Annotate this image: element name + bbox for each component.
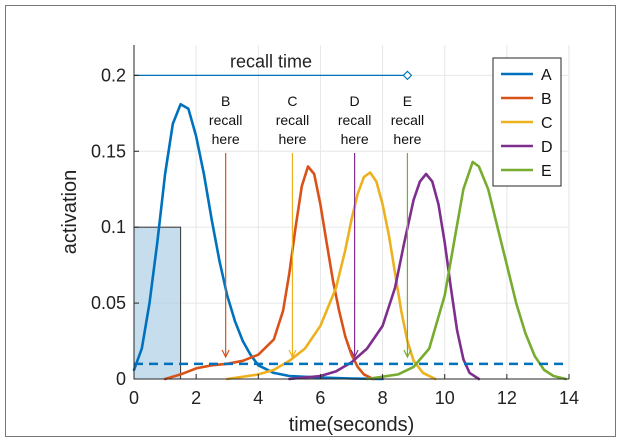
recall-marker-arrow-icon: [350, 349, 359, 359]
x-tick-label: 6: [315, 388, 325, 408]
recall-marker-arrow-icon: [403, 349, 412, 359]
y-tick-label: 0.1: [101, 217, 126, 237]
recall-marker-text: here: [212, 131, 240, 147]
x-tick-label: 14: [559, 388, 579, 408]
x-tick-label: 0: [129, 388, 139, 408]
x-tick-label: 10: [435, 388, 455, 408]
recall-marker-arrow-icon: [288, 349, 297, 359]
recall-marker-text: here: [393, 131, 421, 147]
recall-marker-text: E: [403, 93, 412, 109]
recall-marker-text: recall: [338, 112, 371, 128]
series-line-D: [288, 172, 481, 381]
recall-marker-text: here: [341, 131, 369, 147]
x-tick-label: 8: [378, 388, 388, 408]
recall-time-label: recall time: [230, 51, 312, 71]
legend-entry-E: E: [541, 163, 552, 180]
series-line-E: [365, 160, 568, 381]
legend-entry-C: C: [541, 115, 553, 132]
recall-time-diamond-icon: [402, 70, 413, 81]
recall-marker-text: B: [221, 93, 230, 109]
y-tick-label: 0.15: [91, 141, 126, 161]
legend-entry-A: A: [541, 67, 552, 84]
series-layer: [132, 102, 568, 381]
figure-frame: [5, 5, 616, 437]
x-tick-label: 12: [497, 388, 517, 408]
y-axis-label: activation: [59, 170, 81, 255]
recall-marker-text: C: [287, 93, 297, 109]
axes: 0 2 4 6 8 10 12 14 0 0.05 0.1 0.15 0.2: [91, 45, 579, 408]
recall-marker-text: recall: [276, 112, 309, 128]
series-line-A: [132, 102, 384, 381]
series-line-B: [163, 165, 375, 381]
series-line-C: [225, 171, 437, 381]
recall-marker-arrow-icon: [221, 349, 230, 359]
y-tick-label: 0: [116, 369, 126, 389]
x-tick-label: 4: [253, 388, 263, 408]
y-tick-label: 0.05: [91, 293, 126, 313]
y-tick-label: 0.2: [101, 65, 126, 85]
recall-marker-text: D: [350, 93, 360, 109]
recall-marker-text: recall: [209, 112, 242, 128]
x-tick-label: 2: [191, 388, 201, 408]
legend-entry-B: B: [541, 91, 552, 108]
x-axis-label: time(seconds): [289, 414, 415, 436]
recall-marker-text: recall: [391, 112, 424, 128]
recall-marker-text: here: [278, 131, 306, 147]
legend-entry-D: D: [541, 139, 553, 156]
